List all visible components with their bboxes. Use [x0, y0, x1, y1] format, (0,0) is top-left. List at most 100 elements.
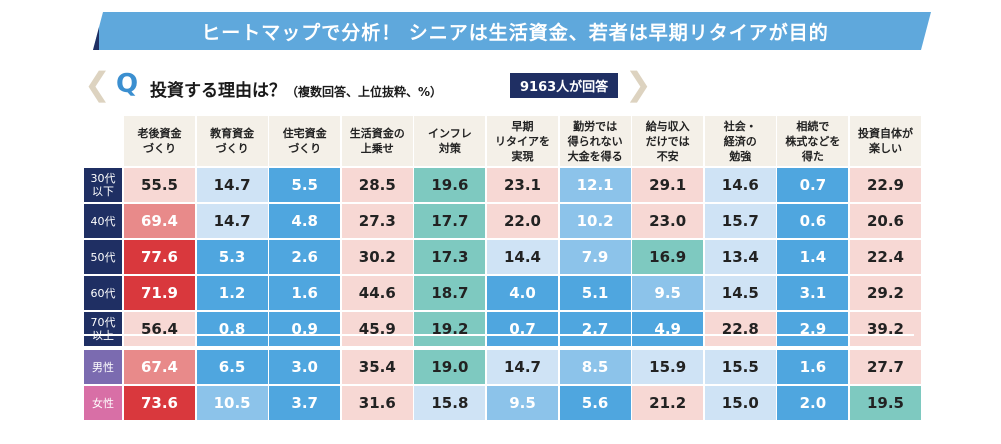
column-header: インフレ 対策 — [414, 116, 486, 166]
group-divider — [84, 334, 914, 336]
heatmap-cell: 73.6 — [124, 386, 195, 420]
heatmap-cell: 44.6 — [341, 276, 413, 310]
heatmap-cell: 4.8 — [269, 204, 341, 238]
heatmap-cell: 5.1 — [559, 276, 631, 310]
heatmap-cell: 2.6 — [269, 240, 341, 274]
heatmap-cell: 3.1 — [777, 276, 849, 310]
question-mark-label: Q — [116, 69, 139, 99]
heatmap-cell: 15.9 — [632, 350, 704, 384]
heatmap-cell: 1.6 — [269, 276, 341, 310]
heatmap-cell: 5.5 — [269, 168, 341, 202]
heatmap-cell: 0.6 — [777, 204, 849, 238]
heatmap-cell: 15.0 — [704, 386, 776, 420]
heatmap-cell: 19.0 — [414, 350, 486, 384]
row-label: 70代 以上 — [84, 312, 122, 346]
heatmap-cell: 28.5 — [341, 168, 413, 202]
row-label: 男性 — [84, 350, 122, 384]
heatmap-cell: 9.5 — [487, 386, 558, 420]
heatmap-cell: 55.5 — [124, 168, 195, 202]
heatmap-cell: 4.0 — [487, 276, 558, 310]
heatmap-cell: 20.6 — [850, 204, 921, 238]
column-header: 住宅資金 づくり — [269, 116, 341, 166]
heatmap-cell: 14.6 — [704, 168, 776, 202]
heatmap-cell: 31.6 — [341, 386, 413, 420]
heatmap-cell: 22.4 — [850, 240, 921, 274]
column-header: 老後資金 づくり — [124, 116, 195, 166]
column-header: 早期 リタイアを 実現 — [487, 116, 558, 166]
heatmap-cell: 39.2 — [850, 312, 921, 346]
column-header: 投資自体が 楽しい — [850, 116, 921, 166]
heatmap-cell: 45.9 — [341, 312, 413, 346]
respondent-badge: 9163人が回答 — [510, 73, 619, 98]
left-bracket-icon: ❮ — [84, 65, 111, 103]
column-header: 社会・ 経済の 勉強 — [704, 116, 776, 166]
heatmap-cell: 21.2 — [632, 386, 704, 420]
heatmap-cell: 19.2 — [414, 312, 486, 346]
heatmap-cell: 69.4 — [124, 204, 195, 238]
heatmap-cell: 14.4 — [487, 240, 558, 274]
heatmap-cell: 13.4 — [704, 240, 776, 274]
heatmap-cell: 5.3 — [196, 240, 268, 274]
heatmap-cell: 23.0 — [632, 204, 704, 238]
heatmap-cell: 18.7 — [414, 276, 486, 310]
heatmap-cell: 9.5 — [632, 276, 704, 310]
question-text: 投資する理由は？（複数回答、上位抜粋、%） — [150, 76, 442, 101]
title-banner: ヒートマップで分析！ シニアは生活資金、若者は早期リタイアが目的 — [93, 12, 931, 50]
column-header: 給与収入 だけでは 不安 — [632, 116, 704, 166]
heatmap-cell: 2.7 — [559, 312, 631, 346]
heatmap-cell: 10.2 — [559, 204, 631, 238]
heatmap-cell: 30.2 — [341, 240, 413, 274]
column-header: 相続で 株式などを 得た — [777, 116, 849, 166]
heatmap-cell: 19.5 — [850, 386, 921, 420]
heatmap-cell: 29.2 — [850, 276, 921, 310]
heatmap-cell: 35.4 — [341, 350, 413, 384]
heatmap-cell: 22.9 — [850, 168, 921, 202]
heatmap-cell: 15.5 — [704, 350, 776, 384]
heatmap-cell: 0.8 — [196, 312, 268, 346]
heatmap-cell: 6.5 — [196, 350, 268, 384]
heatmap-cell: 67.4 — [124, 350, 195, 384]
right-bracket-icon: ❯ — [625, 65, 652, 103]
heatmap-cell: 29.1 — [632, 168, 704, 202]
row-label: 女性 — [84, 386, 122, 420]
heatmap-cell: 14.7 — [196, 204, 268, 238]
heatmap-cell: 12.1 — [559, 168, 631, 202]
heatmap-cell: 3.0 — [269, 350, 341, 384]
heatmap-cell: 7.9 — [559, 240, 631, 274]
question-sub: （複数回答、上位抜粋、%） — [286, 85, 443, 99]
heatmap-cell: 77.6 — [124, 240, 195, 274]
heatmap-cell: 27.7 — [850, 350, 921, 384]
heatmap-cell: 8.5 — [559, 350, 631, 384]
heatmap-cell: 14.7 — [487, 350, 558, 384]
heatmap-cell: 14.7 — [196, 168, 268, 202]
heatmap-cell: 14.5 — [704, 276, 776, 310]
heatmap-cell: 0.9 — [269, 312, 341, 346]
heatmap-cell: 19.6 — [414, 168, 486, 202]
column-header: 勤労では 得られない 大金を得る — [559, 116, 631, 166]
heatmap-cell: 17.7 — [414, 204, 486, 238]
row-label: 40代 — [84, 204, 122, 238]
heatmap-cell: 2.9 — [777, 312, 849, 346]
heatmap-cell: 10.5 — [196, 386, 268, 420]
heatmap-cell: 5.6 — [559, 386, 631, 420]
heatmap-cell: 71.9 — [124, 276, 195, 310]
heatmap-cell: 22.8 — [704, 312, 776, 346]
heatmap-cell: 1.2 — [196, 276, 268, 310]
heatmap-cell: 17.3 — [414, 240, 486, 274]
banner-title: ヒートマップで分析！ シニアは生活資金、若者は早期リタイアが目的 — [201, 21, 829, 44]
heatmap-cell: 4.9 — [632, 312, 704, 346]
heatmap-cell: 23.1 — [487, 168, 558, 202]
row-label: 50代 — [84, 240, 122, 274]
row-label: 30代 以下 — [84, 168, 122, 202]
heatmap-cell: 22.0 — [487, 204, 558, 238]
column-header: 教育資金 づくり — [196, 116, 268, 166]
heatmap-cell: 15.7 — [704, 204, 776, 238]
column-header: 生活資金の 上乗せ — [341, 116, 413, 166]
question-row: ❮ Q 投資する理由は？（複数回答、上位抜粋、%） 9163人が回答 ❯ — [80, 65, 652, 106]
heatmap-cell: 27.3 — [341, 204, 413, 238]
heatmap-cell: 1.4 — [777, 240, 849, 274]
heatmap-cell: 1.6 — [777, 350, 849, 384]
heatmap-cell: 0.7 — [777, 168, 849, 202]
question-main: 投資する理由は？ — [150, 81, 286, 101]
heatmap-cell: 2.0 — [777, 386, 849, 420]
